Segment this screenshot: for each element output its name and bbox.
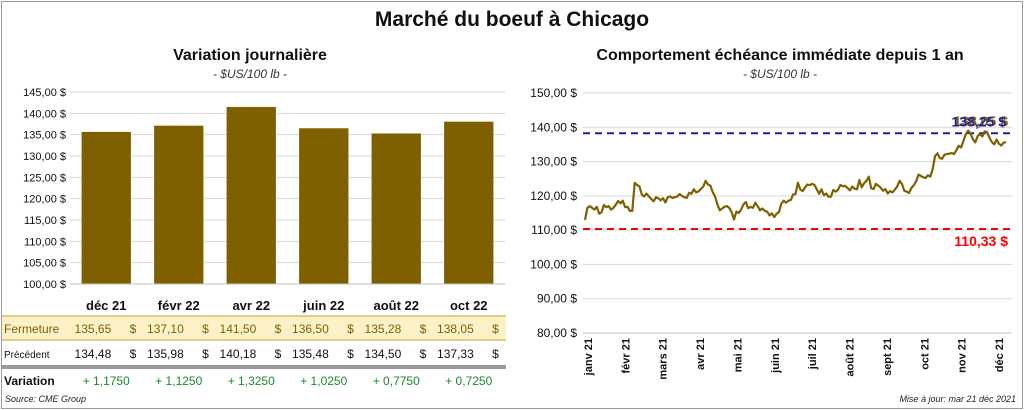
table-currency: $ xyxy=(275,322,282,336)
table-currency: $ xyxy=(420,347,427,361)
table-precedent-value: 135,98 xyxy=(147,347,184,361)
line-x-tick-label: juin 21 xyxy=(770,338,782,374)
table-currency: $ xyxy=(492,322,499,336)
table-currency: $ xyxy=(347,322,354,336)
table-variation-value: + 0,7750 xyxy=(373,374,420,388)
bar-y-tick-label: 125,00 $ xyxy=(23,172,66,184)
line-x-tick-label: nov 21 xyxy=(957,338,969,373)
table-fermeture-value: 135,65 xyxy=(75,322,112,336)
bar-category-label: oct 22 xyxy=(450,298,488,313)
bar-category-label: déc 21 xyxy=(86,298,126,313)
table-variation-value: + 1,1250 xyxy=(155,374,202,388)
table-precedent-value: 140,18 xyxy=(220,347,257,361)
table-fermeture-value: 136,50 xyxy=(292,322,329,336)
line-x-tick-label: avr 21 xyxy=(695,338,707,370)
table-currency: $ xyxy=(492,347,499,361)
line-y-tick-label: 110,00 $ xyxy=(531,223,577,237)
bar-chart-unit: - $US/100 lb - xyxy=(212,67,288,81)
bar-y-tick-label: 140,00 $ xyxy=(23,108,66,120)
main-title: Marché du boeuf à Chicago xyxy=(374,8,650,31)
last-price-label: 138,05 $ xyxy=(954,113,1009,129)
table-variation-value: + 1,0250 xyxy=(300,374,347,388)
bar-1 xyxy=(154,125,204,284)
bar-0 xyxy=(81,131,131,284)
line-x-tick-label: mars 21 xyxy=(658,338,670,380)
fermeture-row-background xyxy=(2,316,506,340)
line-y-tick-label: 120,00 $ xyxy=(530,189,577,203)
line-y-tick-label: 130,00 $ xyxy=(530,155,577,169)
line-y-tick-label: 150,00 $ xyxy=(530,86,577,100)
table-fermeture-value: 135,28 xyxy=(365,322,402,336)
table-currency: $ xyxy=(202,322,209,336)
table-row-label: Variation xyxy=(4,374,55,388)
bar-3 xyxy=(299,128,349,284)
line-x-tick-label: févr 21 xyxy=(620,338,632,373)
bar-y-tick-label: 115,00 $ xyxy=(24,215,66,227)
line-x-tick-label: juil 21 xyxy=(807,338,819,370)
table-fermeture-value: 138,05 xyxy=(437,322,474,336)
bar-2 xyxy=(226,106,276,284)
table-fermeture-value: 137,10 xyxy=(147,322,184,336)
high-price-label: 138,25 $ xyxy=(952,113,1007,129)
table-fermeture-value: 141,50 xyxy=(220,322,257,336)
line-y-tick-label: 90,00 $ xyxy=(537,292,577,306)
update-note: Mise à jour: mar 21 déc 2021 xyxy=(899,394,1016,404)
bar-category-label: avr 22 xyxy=(232,298,270,313)
line-y-tick-label: 80,00 $ xyxy=(537,326,577,340)
line-y-tick-label: 100,00 $ xyxy=(530,257,577,271)
line-x-tick-label: août 21 xyxy=(845,338,857,377)
bar-y-tick-label: 110,00 $ xyxy=(24,236,66,248)
table-row-label: Fermeture xyxy=(4,322,60,336)
bar-y-tick-label: 135,00 $ xyxy=(23,130,66,142)
bar-category-label: août 22 xyxy=(373,298,419,313)
table-row-label: Précédent xyxy=(4,350,50,361)
line-x-tick-label: oct 21 xyxy=(919,338,931,370)
bar-category-label: juin 22 xyxy=(302,298,344,313)
table-precedent-value: 137,33 xyxy=(437,347,474,361)
line-chart-title: Comportement échéance immédiate depuis 1… xyxy=(596,47,964,64)
table-currency: $ xyxy=(347,347,354,361)
bar-y-tick-label: 100,00 $ xyxy=(23,279,66,291)
bar-chart-title: Variation journalière xyxy=(173,47,327,64)
line-x-tick-label: janv 21 xyxy=(583,338,595,376)
bar-y-tick-label: 145,00 $ xyxy=(23,87,66,99)
line-x-tick-label: mai 21 xyxy=(732,338,744,372)
source-note: Source: CME Group xyxy=(5,394,87,404)
table-variation-value: + 0,7250 xyxy=(445,374,492,388)
bar-5 xyxy=(444,121,494,284)
line-chart-unit: - $US/100 lb - xyxy=(742,67,818,81)
table-currency: $ xyxy=(275,347,282,361)
table-variation-value: + 1,1750 xyxy=(83,374,130,388)
table-precedent-value: 135,48 xyxy=(292,347,329,361)
table-precedent-value: 134,48 xyxy=(75,347,112,361)
price-series-line xyxy=(583,129,1007,221)
table-precedent-value: 134,50 xyxy=(365,347,402,361)
bar-y-tick-label: 130,00 $ xyxy=(23,151,66,163)
bar-y-tick-label: 120,00 $ xyxy=(23,194,66,206)
line-x-tick-label: sept 21 xyxy=(882,338,894,376)
bar-4 xyxy=(371,133,421,284)
table-variation-value: + 1,3250 xyxy=(228,374,275,388)
table-currency: $ xyxy=(130,347,137,361)
table-currency: $ xyxy=(202,347,209,361)
low-price-label: 110,33 $ xyxy=(954,233,1008,249)
line-x-tick-label: déc 21 xyxy=(994,338,1006,372)
bar-category-label: févr 22 xyxy=(158,298,200,313)
bar-y-tick-label: 105,00 $ xyxy=(23,258,66,270)
table-currency: $ xyxy=(420,322,427,336)
table-currency: $ xyxy=(130,322,137,336)
line-y-tick-label: 140,00 $ xyxy=(530,120,577,134)
